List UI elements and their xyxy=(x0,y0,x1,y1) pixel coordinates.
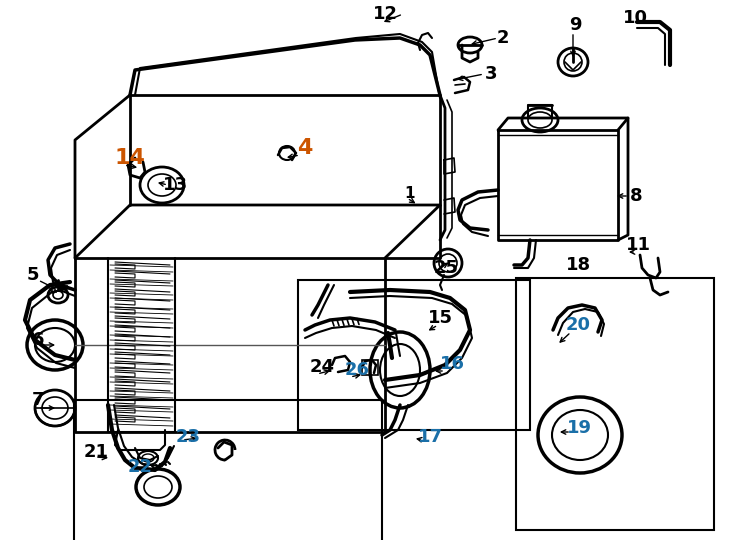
Text: 10: 10 xyxy=(622,9,647,27)
Text: 9: 9 xyxy=(569,16,581,34)
Text: 24: 24 xyxy=(310,358,335,376)
Text: 2: 2 xyxy=(497,29,509,47)
Text: 18: 18 xyxy=(565,256,591,274)
Text: 25: 25 xyxy=(434,259,459,277)
Text: 11: 11 xyxy=(625,236,650,254)
Text: 22: 22 xyxy=(128,458,153,476)
Text: 7: 7 xyxy=(32,391,44,409)
Bar xyxy=(298,280,530,430)
Text: 1: 1 xyxy=(404,186,415,200)
Text: 12: 12 xyxy=(372,5,398,23)
Bar xyxy=(516,278,714,530)
Bar xyxy=(362,360,378,375)
Text: 21: 21 xyxy=(84,443,109,461)
Text: 3: 3 xyxy=(484,65,497,83)
Text: 20: 20 xyxy=(565,316,590,334)
Text: 15: 15 xyxy=(427,309,452,327)
Text: 5: 5 xyxy=(26,266,39,284)
Text: 4: 4 xyxy=(297,138,313,158)
Text: 6: 6 xyxy=(32,331,44,349)
Text: 16: 16 xyxy=(440,355,465,373)
Bar xyxy=(74,400,382,540)
Text: 26: 26 xyxy=(344,361,369,379)
Text: 14: 14 xyxy=(115,148,145,168)
Text: 17: 17 xyxy=(418,428,443,446)
Text: 23: 23 xyxy=(175,428,200,446)
Text: 8: 8 xyxy=(630,187,642,205)
Text: 13: 13 xyxy=(162,176,187,194)
Text: 19: 19 xyxy=(567,419,592,437)
